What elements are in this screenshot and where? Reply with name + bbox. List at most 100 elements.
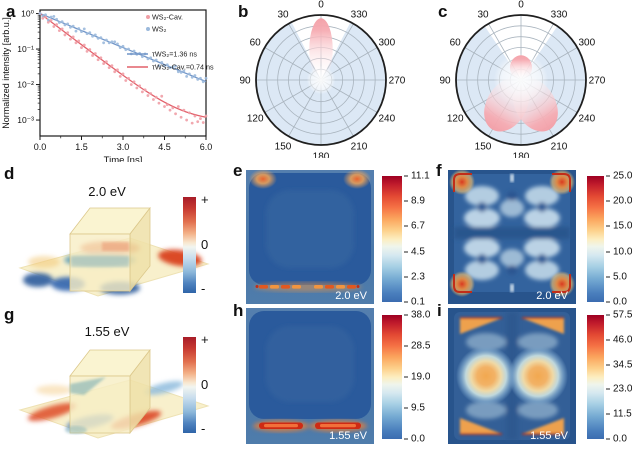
teal-patch-on-cube [65,426,87,434]
angle-tick-label: 30 [277,10,289,21]
field-map-i: 1.55 eV [448,308,576,444]
energy-label: 1.55 eV [329,430,368,442]
field-map-f: 2.0 eV [448,170,576,304]
colorbar-ticks: 57.5 46.0 34.5 23.0 11.5 0.0 [606,310,640,445]
plus-label: + [201,332,209,347]
mode-pattern [454,186,570,280]
cube [69,206,151,293]
colorbar-tick-label: 4.5 [404,246,425,257]
angle-tick-label: 90 [439,76,451,87]
colorbar-ticks: 11.1 8.9 6.7 4.5 2.3 0.1 [404,171,440,308]
radiation-lobe [512,78,558,132]
diverging-colorbar [183,197,196,293]
colorbar-tick-label: 28.5 [404,341,430,352]
zero-label: 0 [201,376,209,392]
panel-letter-i: i [437,301,442,320]
polar-outline [255,14,387,146]
angle-tick-label: 210 [351,141,368,152]
colorbar-tick-label: 0.0 [606,434,627,445]
energy-label: 1.55 eV [530,430,569,442]
angle-tick-label: 0 [518,0,524,11]
radiation-lobe [309,18,333,80]
colorbar-sign-labels: + 0 - [201,332,215,436]
diverging-colorbar [183,337,196,433]
edge-notch [510,174,514,182]
colorbar-tick-label: 2.3 [404,271,425,282]
colorbar-tick-label: 38.0 [404,310,430,321]
negative-field-blob [23,273,53,287]
panel-letter-a: a [6,2,16,21]
colorbar-tick-label: 23.0 [606,384,632,395]
weak-negative-stripe [144,381,184,395]
panel-letter-f: f [436,161,442,180]
x-tick-label: 3.0 [117,142,130,152]
minus-label: - [201,421,206,436]
colorbar-tick-label: 0.0 [404,434,425,445]
field-through-cube [71,256,129,267]
edge-notch [510,284,514,292]
positive-field-stripe [27,403,77,421]
x-tick-label: 4.5 [158,142,171,152]
colorbar-tick-label: 8.9 [404,196,425,207]
colorbar-tick-label: 9.5 [404,403,425,414]
y-tick-label: 10⁻³ [17,115,34,125]
colorbar-ticks: 38.0 28.5 19.0 9.5 0.0 [404,310,440,445]
field-scene-155ev [18,348,210,439]
minus-label: - [201,281,206,296]
weak-positive-blob [28,256,60,268]
colorbar-tick-label: 34.5 [606,359,632,370]
field-map-h: 1.55 eV [246,308,374,444]
colorbar-tick-label: 19.0 [404,372,430,383]
teal-patch-on-cube [70,377,106,395]
mode-lobe [456,346,516,406]
heat-colorbar [382,315,402,439]
angle-tick-label: 330 [351,10,368,21]
colorbar-tick-label: 5.0 [606,271,627,282]
y-tick-label: 10⁰ [21,9,34,19]
interior-shading [266,326,354,402]
mode-lobe [508,346,568,406]
y-tick-label: 10⁻² [17,80,34,90]
bottom-glow [254,282,362,292]
colorbar-tick-label: 10.0 [606,246,632,257]
fit-line [39,13,207,118]
heat-colorbar [587,315,604,439]
angle-tick-label: 240 [378,114,395,125]
polar-plot-c: 0 30 60 90 120 150 180 210 240 270 300 330 [439,0,605,159]
colorbar-tick-label: 25.0 [606,171,632,182]
corner-hotspot [343,170,371,189]
energy-label: 2.0 eV [335,290,367,302]
colorbar-tick-label: 11.1 [404,171,430,182]
angle-tick-label: 150 [475,141,492,152]
polar-plot-b: 0 30 60 90 120 150 180 210 240 270 300 330 [239,0,405,159]
legend-label: WS₂-Cav. [152,13,183,22]
cube [65,348,151,435]
field-through-cube [102,242,129,251]
angle-tick-label: 180 [513,152,530,159]
angle-tick-label: 300 [378,38,395,49]
colorbar-ticks: 25.0 20.0 15.0 10.0 5.0 0.0 [606,171,640,308]
angle-tick-label: 60 [450,38,462,49]
angle-tick-label: 120 [447,114,464,125]
angle-tick-label: 150 [275,141,292,152]
panel-letter-g: g [4,305,15,324]
angle-tick-label: 330 [551,10,568,21]
panel-letter-h: h [233,301,244,320]
scatter-series [38,12,208,125]
x-tick-label: 0.0 [34,142,47,152]
angle-tick-label: 180 [313,152,330,159]
scatter-series [38,12,208,84]
angle-tick-label: 90 [239,76,251,87]
colorbar-tick-label: 20.0 [606,196,632,207]
angle-tick-label: 60 [250,38,262,49]
polar-outline [455,14,587,146]
angle-tick-label: 240 [578,114,595,125]
colorbar-tick-label: 57.5 [606,310,632,321]
angle-tick-label: 0 [318,0,324,11]
axes: 0.0 1.5 3.0 4.5 6.0 10⁰ 10⁻¹ 10⁻² 10⁻³ Time [ns] N… [1,9,212,162]
colorbar-tick-label: 46.0 [606,334,632,345]
legend-label: WS₂ [152,25,167,34]
x-tick-label: 1.5 [75,142,88,152]
heat-colorbar [382,176,402,302]
